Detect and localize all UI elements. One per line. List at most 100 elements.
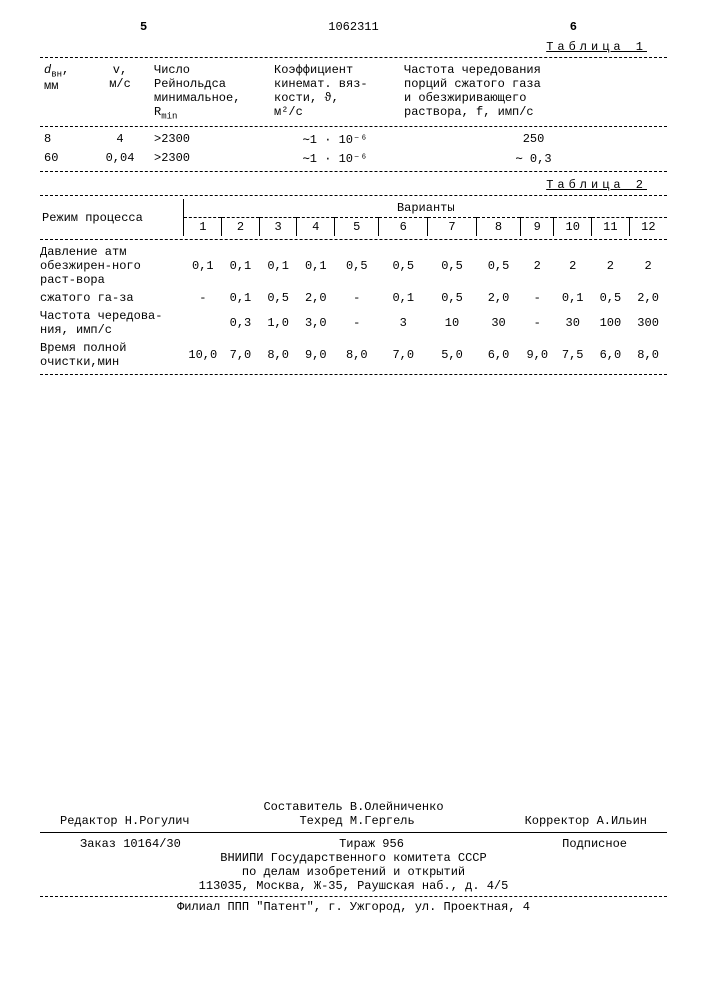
page-num-left: 5 xyxy=(140,20,147,34)
footer: Составитель В.Олейниченко Редактор Н.Рог… xyxy=(40,800,667,914)
footer-corrector: Корректор А.Ильин xyxy=(525,814,647,828)
footer-techred: Техред М.Гергель xyxy=(299,814,414,828)
t2-cell: 2 xyxy=(554,243,592,289)
t2-row-label: Давление атм обезжирен-ного раст-вора xyxy=(40,243,184,289)
t2-cell: 0,5 xyxy=(379,243,428,289)
t2-cell: 10 xyxy=(428,307,477,339)
t2-cell: 0,5 xyxy=(592,289,630,307)
t1-h1-sub: вн xyxy=(51,69,62,79)
t1-h5-4: раствора, f, имп/с xyxy=(404,105,534,119)
t2-cell: 0,3 xyxy=(222,307,260,339)
divider xyxy=(40,239,667,240)
t2-cell: 30 xyxy=(554,307,592,339)
t2-cell: 7,0 xyxy=(222,339,260,371)
t2-col: 8 xyxy=(476,218,520,237)
table2-label: Таблица 2 xyxy=(40,178,647,192)
divider xyxy=(40,171,667,172)
t1-r1-f: 250 xyxy=(400,130,667,149)
t1-r2-f: ∼ 0,3 xyxy=(400,149,667,168)
t1-h4-1: Коэффициент xyxy=(274,63,353,77)
footer-editor: Редактор Н.Рогулич xyxy=(60,814,190,828)
t1-r1-k: ∼1 · 10⁻⁶ xyxy=(270,130,400,149)
t2-cell: 100 xyxy=(592,307,630,339)
t2-cell: 7,5 xyxy=(554,339,592,371)
divider xyxy=(40,126,667,127)
t2-cell: 3,0 xyxy=(297,307,335,339)
table-1: dвн, мм v, м/с Число Рейнольдса минималь… xyxy=(40,61,667,168)
page-num-right: 6 xyxy=(570,20,577,34)
t2-cell: 2 xyxy=(629,243,667,289)
t2-cell: 3 xyxy=(379,307,428,339)
t2-cell: - xyxy=(184,289,222,307)
footer-order: Заказ 10164/30 xyxy=(80,837,181,851)
t2-cell: 5,0 xyxy=(428,339,477,371)
footer-org2: по делам изобретений и открытий xyxy=(40,865,667,879)
t2-var-header: Варианты xyxy=(184,199,667,218)
t2-cell: 8,0 xyxy=(259,339,297,371)
t2-cell: 2,0 xyxy=(476,289,520,307)
t2-col: 5 xyxy=(335,218,379,237)
t1-r2-v: 0,04 xyxy=(90,149,150,168)
t2-cell: 10,0 xyxy=(184,339,222,371)
t1-h3-1: Число xyxy=(154,63,190,77)
t2-cell: - xyxy=(335,289,379,307)
t2-cell: 0,1 xyxy=(554,289,592,307)
footer-compiler: Составитель В.Олейниченко xyxy=(40,800,667,814)
t1-r2-d: 60 xyxy=(40,149,90,168)
t2-cell: 9,0 xyxy=(521,339,554,371)
t2-cell: 0,1 xyxy=(379,289,428,307)
divider xyxy=(40,57,667,58)
t2-cell: 0,1 xyxy=(222,289,260,307)
t2-cell: - xyxy=(521,289,554,307)
t1-h3-2: Рейнольдса xyxy=(154,77,226,91)
t2-cell: 0,5 xyxy=(259,289,297,307)
t2-cell: - xyxy=(521,307,554,339)
t2-row-label: Частота чередова-ния, имп/с xyxy=(40,307,184,339)
table-row: Частота чередова-ния, имп/с0,31,03,0-310… xyxy=(40,307,667,339)
t1-r1-r: >2300 xyxy=(150,130,270,149)
t2-col: 7 xyxy=(428,218,477,237)
t2-cell xyxy=(184,307,222,339)
t2-cell: 8,0 xyxy=(335,339,379,371)
t1-h3-sub: min xyxy=(161,111,177,121)
table-row: сжатого га-за-0,10,52,0-0,10,52,0-0,10,5… xyxy=(40,289,667,307)
t2-col: 2 xyxy=(222,218,260,237)
footer-org1: ВНИИПИ Государственного комитета СССР xyxy=(40,851,667,865)
t2-cell: 0,5 xyxy=(428,243,477,289)
t2-cell: 0,5 xyxy=(335,243,379,289)
table-row: Давление атм обезжирен-ного раст-вора0,1… xyxy=(40,243,667,289)
footer-addr: 113035, Москва, Ж-35, Раушская наб., д. … xyxy=(40,879,667,893)
t2-cell: - xyxy=(335,307,379,339)
t2-cell: 7,0 xyxy=(379,339,428,371)
t2-cell: 0,1 xyxy=(259,243,297,289)
t2-col: 12 xyxy=(629,218,667,237)
t1-h2: v, xyxy=(113,63,127,77)
t2-col: 6 xyxy=(379,218,428,237)
footer-subscription: Подписное xyxy=(562,837,627,851)
t1-r1-v: 4 xyxy=(90,130,150,149)
table-2: Режим процесса Варианты 1 2 3 4 5 6 7 8 … xyxy=(40,199,667,371)
footer-tirage: Тираж 956 xyxy=(339,837,404,851)
table1-label: Таблица 1 xyxy=(40,40,647,54)
t2-cell: 2,0 xyxy=(297,289,335,307)
t2-col: 11 xyxy=(592,218,630,237)
table-row: 60 0,04 >2300 ∼1 · 10⁻⁶ ∼ 0,3 xyxy=(40,149,667,168)
t1-h5-1: Частота чередования xyxy=(404,63,541,77)
t2-cell: 0,1 xyxy=(184,243,222,289)
t1-h5-3: и обезжиривающего xyxy=(404,91,526,105)
t2-col: 1 xyxy=(184,218,222,237)
divider xyxy=(40,832,667,833)
t2-col: 10 xyxy=(554,218,592,237)
t2-cell: 0,5 xyxy=(428,289,477,307)
t2-cell: 1,0 xyxy=(259,307,297,339)
t2-cell: 6,0 xyxy=(592,339,630,371)
divider xyxy=(40,896,667,897)
t1-h3-3: минимальное, xyxy=(154,91,240,105)
t2-cell: 0,1 xyxy=(297,243,335,289)
table-row: 8 4 >2300 ∼1 · 10⁻⁶ 250 xyxy=(40,130,667,149)
t2-row-label: Время полной очистки,мин xyxy=(40,339,184,371)
t2-cell: 2,0 xyxy=(629,289,667,307)
t2-cell: 6,0 xyxy=(476,339,520,371)
t2-col: 3 xyxy=(259,218,297,237)
t1-h5-2: порций сжатого газа xyxy=(404,77,541,91)
